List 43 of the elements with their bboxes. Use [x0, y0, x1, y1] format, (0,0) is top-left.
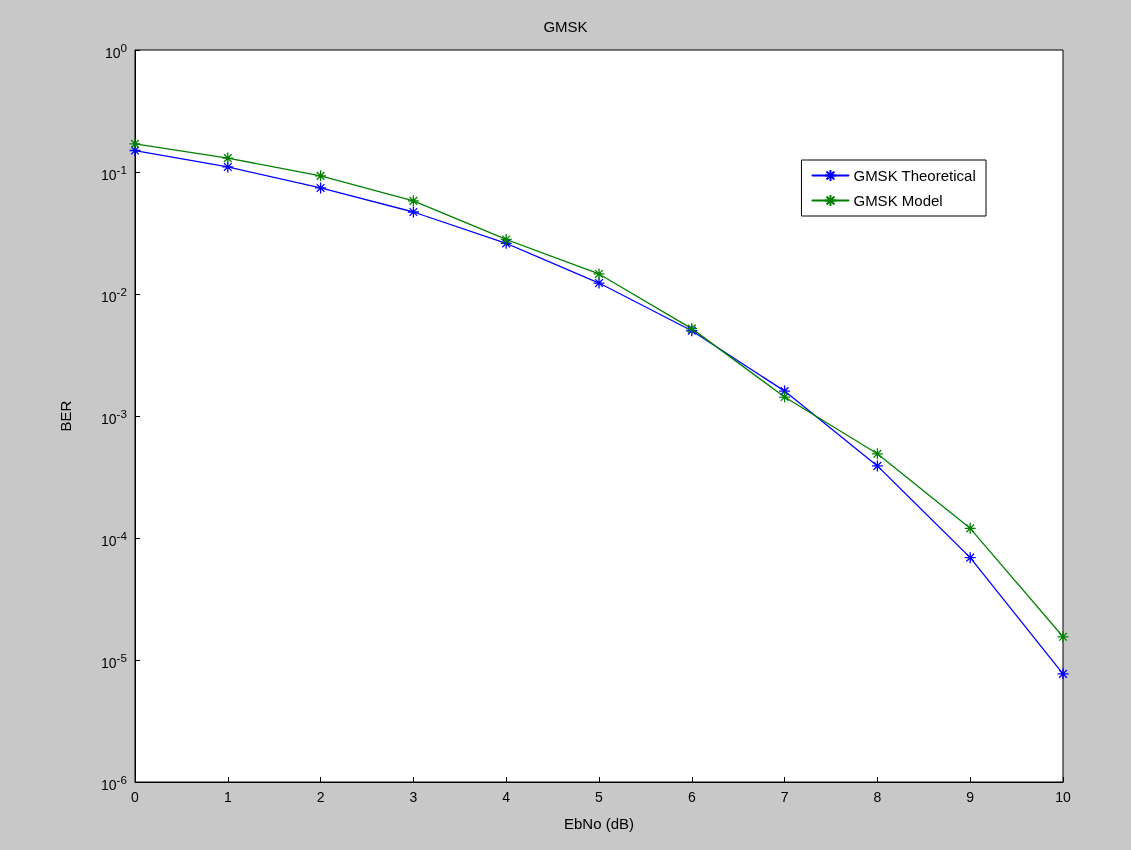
- legend-label: GMSK Model: [853, 192, 943, 209]
- point: [407, 194, 420, 208]
- y-tick-label: 10$^{-4}$: [101, 527, 127, 549]
- x-axis-title: EbNo (dB): [563, 815, 635, 832]
- y-tick-label: 10$^{-3}$: [101, 405, 127, 427]
- point: [314, 181, 327, 195]
- legend-label: GMSK Theoretical: [853, 167, 976, 184]
- x-tick-label: 6: [687, 789, 696, 805]
- x-tick-label: 3: [409, 789, 418, 805]
- point: [500, 233, 513, 246]
- point: [314, 169, 327, 182]
- point: [778, 384, 791, 398]
- x-tick-label: 10: [1055, 789, 1071, 805]
- x-tick-label: 2: [316, 789, 325, 805]
- point: [592, 276, 606, 290]
- x-tick-label: 4: [502, 789, 511, 805]
- x-tick-label: 1: [223, 789, 232, 805]
- y-tick-label: 10$^{-6}$: [101, 771, 127, 793]
- y-tick-label: 10$^{0}$: [105, 39, 128, 61]
- x-tick-label: 5: [595, 789, 604, 805]
- y-tick-label: 10$^{-5}$: [101, 649, 127, 671]
- x-tick-label: 0: [131, 789, 140, 805]
- point: [128, 137, 142, 151]
- point: [407, 205, 420, 219]
- chart-title: GMSK: [543, 18, 588, 35]
- point: [1056, 630, 1070, 643]
- point: [964, 551, 977, 564]
- point: [221, 160, 234, 174]
- point: [871, 459, 884, 473]
- point: [871, 447, 884, 460]
- y-axis-title: BER: [57, 400, 74, 432]
- point: [964, 522, 977, 535]
- y-tick-label: 10$^{-2}$: [101, 283, 127, 305]
- point: [1056, 667, 1070, 680]
- x-tick-label: 8: [873, 789, 882, 805]
- x-tick-label: 9: [966, 789, 975, 805]
- point: [128, 144, 142, 157]
- point: [778, 390, 791, 404]
- point: [500, 237, 513, 250]
- point: [221, 151, 234, 165]
- point: [592, 267, 606, 281]
- y-tick-label: 10$^{-1}$: [101, 161, 127, 183]
- x-tick-label: 7: [780, 789, 789, 805]
